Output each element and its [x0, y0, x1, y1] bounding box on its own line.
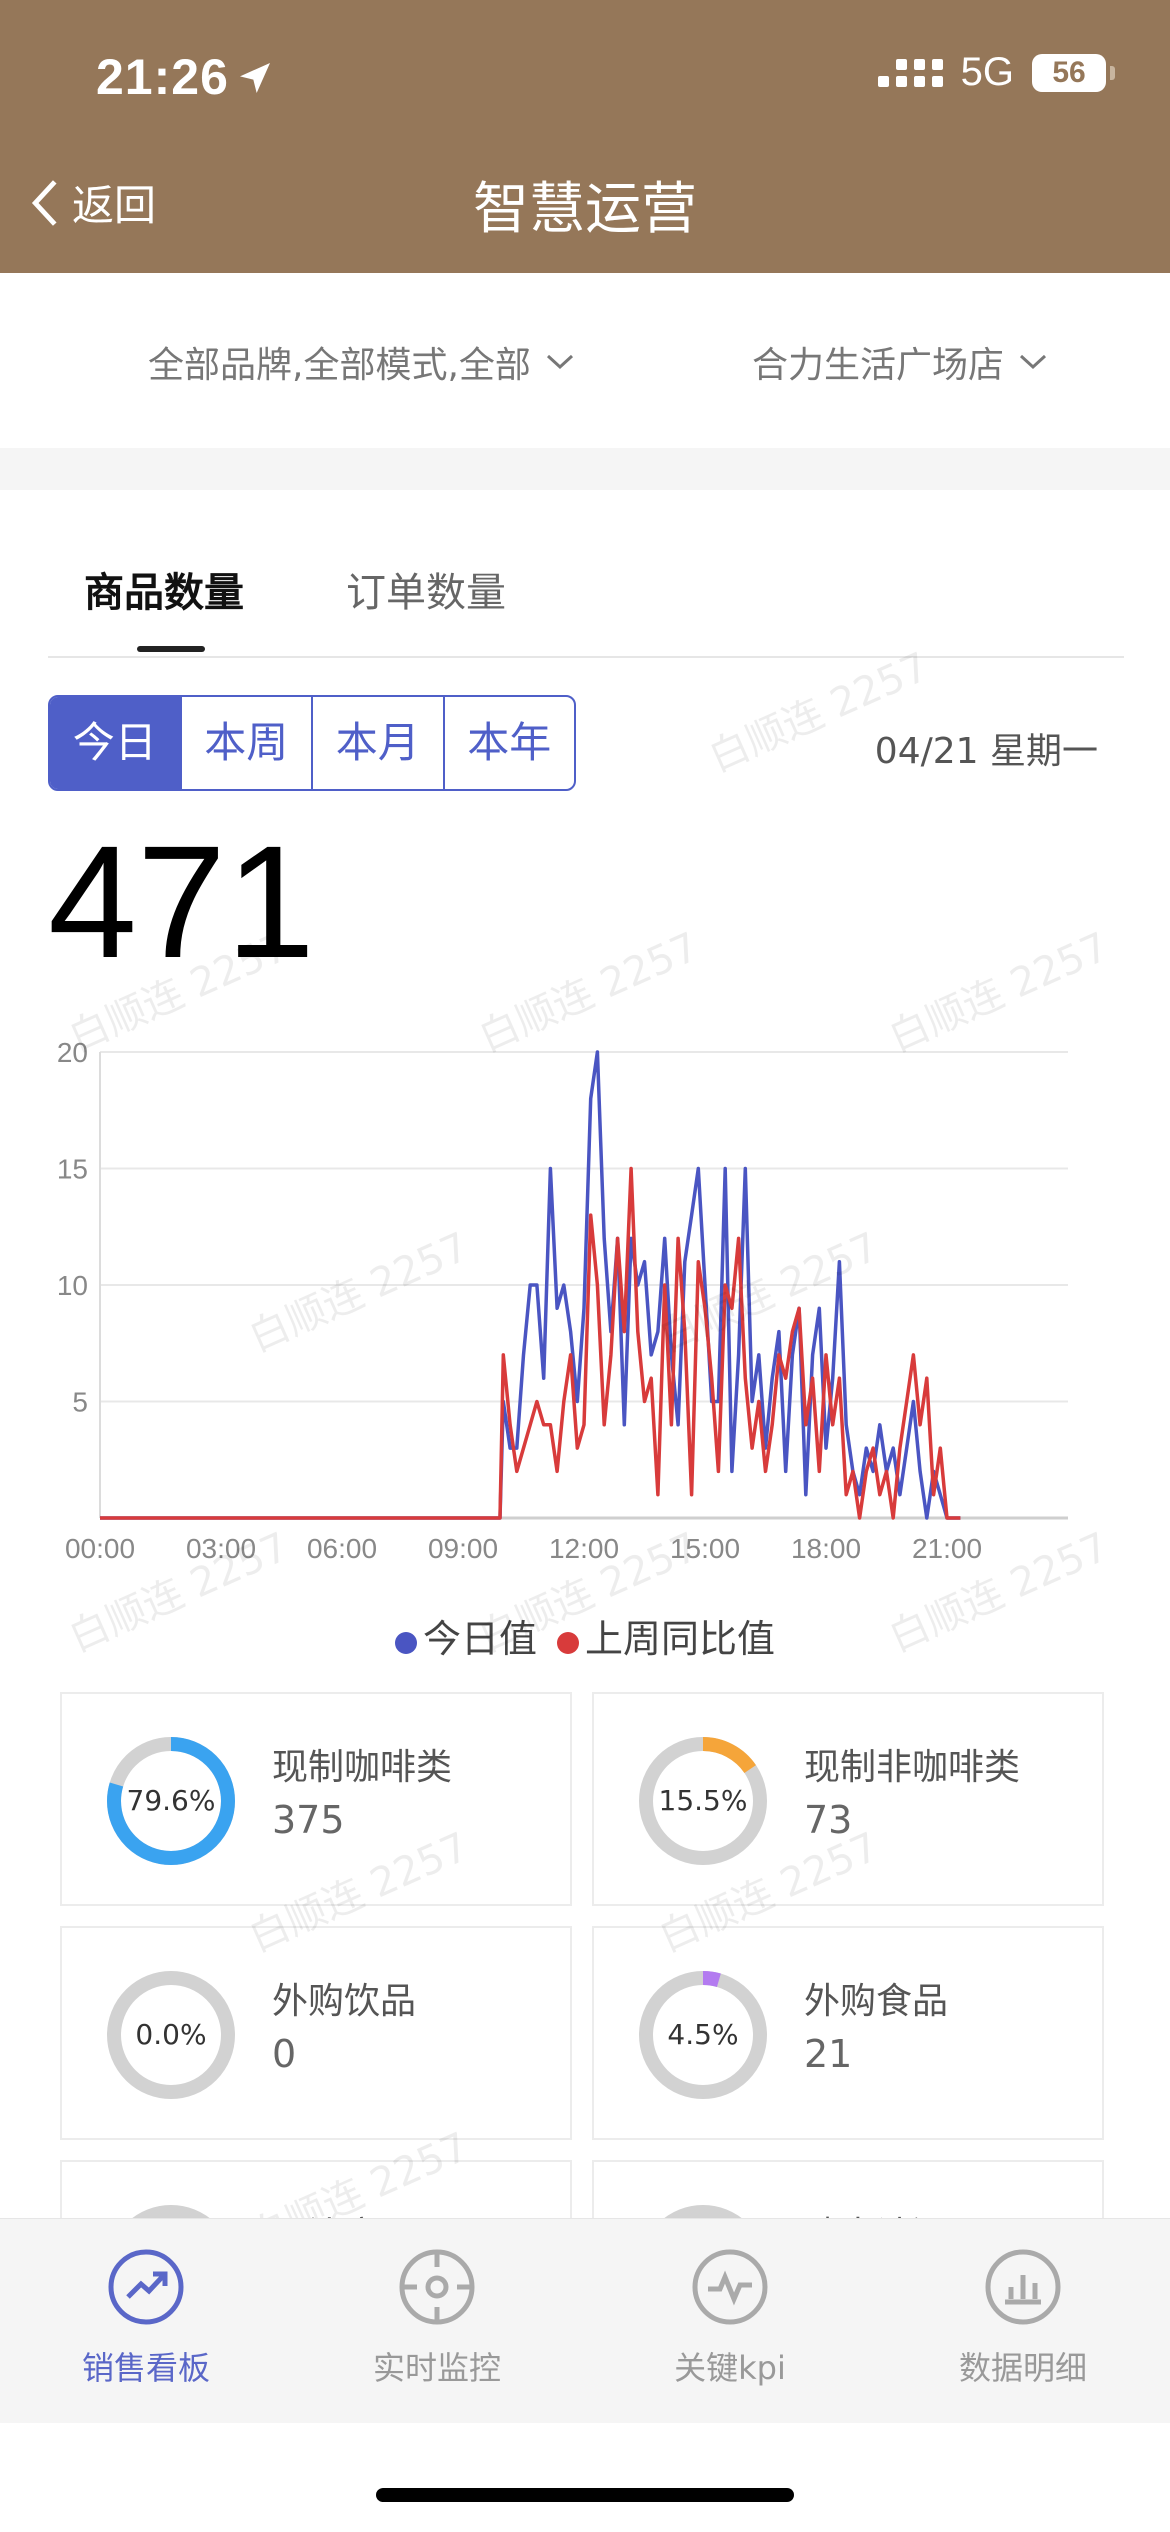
bottom-navigation: 销售看板 实时监控 关键kpi 数据明细 — [0, 2218, 1170, 2423]
series-line-last-week — [100, 1166, 961, 1520]
brand-filter-dropdown[interactable]: 全部品牌,全部模式,全部 — [148, 336, 575, 388]
chevron-down-icon — [546, 354, 573, 370]
period-month[interactable]: 本月 — [311, 697, 443, 789]
y-tick-label: 10 — [57, 1270, 88, 1301]
back-label: 返回 — [72, 181, 157, 230]
store-filter-dropdown[interactable]: 合力生活广场店 — [752, 336, 1048, 388]
category-count: 21 — [804, 2032, 853, 2076]
home-indicator — [376, 2488, 794, 2502]
page-title: 智慧运营 — [473, 177, 697, 242]
category-card[interactable]: 0.0% 外购饮品 0 — [60, 1926, 572, 2140]
chevron-down-icon — [1020, 354, 1047, 370]
category-card[interactable]: 15.5% 现制非咖啡类 73 — [592, 1692, 1104, 1906]
chart-legend: 今日值 上周同比值 — [0, 1608, 1170, 1663]
x-tick-label: 15:00 — [670, 1533, 740, 1564]
y-tick-label: 20 — [57, 1037, 88, 1068]
category-count: 0 — [272, 2032, 297, 2076]
x-tick-label: 09:00 — [428, 1533, 498, 1564]
category-name: 现制非咖啡类 — [804, 1747, 1021, 1788]
bar-chart-icon — [985, 2249, 1061, 2325]
x-tick-label: 00:00 — [65, 1533, 135, 1564]
category-percent: 0.0% — [135, 2018, 207, 2051]
total-value: 471 — [48, 812, 315, 991]
nav-key-kpi[interactable]: 关键kpi — [610, 2247, 850, 2389]
metric-tabs: 商品数量 订单数量 — [48, 560, 1124, 658]
category-name: 现制咖啡类 — [272, 1747, 453, 1788]
x-tick-label: 06:00 — [307, 1533, 377, 1564]
hourly-line-chart: 20 15 10 5 00:00 03:00 06:00 09:00 12:00 15:00 18:… — [57, 1037, 1068, 1564]
battery-icon: 56 — [1032, 53, 1115, 92]
section-divider — [0, 448, 1170, 490]
donut-chart — [107, 1971, 235, 2099]
store-filter-label: 合力生活广场店 — [752, 345, 1005, 386]
location-arrow-icon — [239, 63, 270, 93]
x-tick-label: 03:00 — [186, 1533, 256, 1564]
category-percent: 15.5% — [658, 1784, 748, 1817]
tab-product-count[interactable]: 商品数量 — [84, 570, 244, 616]
active-tab-indicator — [137, 646, 205, 652]
brand-filter-label: 全部品牌,全部模式,全部 — [148, 345, 531, 386]
category-percent: 4.5% — [667, 2018, 739, 2051]
category-name: 外购食品 — [804, 1981, 949, 2022]
legend-dot — [557, 1632, 580, 1654]
nav-label: 数据明细 — [958, 2349, 1087, 2387]
status-time: 21:26 — [96, 48, 275, 106]
x-tick-label: 12:00 — [549, 1533, 619, 1564]
signal-icon — [877, 58, 943, 87]
back-button[interactable]: 返回 — [28, 172, 156, 233]
donut-chart — [639, 1971, 767, 2099]
nav-realtime-monitor[interactable]: 实时监控 — [317, 2247, 557, 2389]
chevron-left-icon — [31, 179, 57, 226]
pulse-icon — [692, 2249, 768, 2325]
donut-chart — [639, 1737, 767, 1865]
category-count: 73 — [804, 1798, 853, 1842]
tab-order-count[interactable]: 订单数量 — [346, 570, 506, 616]
category-percent: 79.6% — [126, 1784, 216, 1817]
app-header: 21:26 5G 56 返回 智慧运营 — [0, 0, 1170, 273]
nav-data-details[interactable]: 数据明细 — [903, 2247, 1143, 2389]
nav-label: 实时监控 — [372, 2349, 501, 2387]
date-label: 04/21 星期一 — [874, 731, 1098, 772]
network-type: 5G — [960, 50, 1014, 94]
status-indicators: 5G 56 — [877, 50, 1115, 95]
legend-item-today[interactable]: 今日值 — [394, 1617, 537, 1661]
filter-bar: 全部品牌,全部模式,全部 合力生活广场店 — [0, 273, 1170, 448]
y-tick-label: 15 — [57, 1154, 88, 1185]
nav-sales-dashboard[interactable]: 销售看板 — [26, 2247, 266, 2389]
crosshair-icon — [399, 2249, 475, 2325]
category-name: 外购饮品 — [272, 1981, 417, 2022]
donut-chart — [107, 1737, 235, 1865]
category-card[interactable]: 79.6% 现制咖啡类 375 — [60, 1692, 572, 1906]
legend-dot — [394, 1632, 417, 1654]
legend-label: 上周同比值 — [585, 1617, 776, 1661]
series-line-today — [100, 1050, 961, 1520]
x-tick-label: 21:00 — [912, 1533, 982, 1564]
trend-chart-icon — [108, 2249, 184, 2325]
legend-label: 今日值 — [422, 1617, 537, 1661]
nav-label: 关键kpi — [674, 2349, 786, 2387]
legend-item-last-week[interactable]: 上周同比值 — [557, 1617, 775, 1661]
category-count: 375 — [272, 1798, 345, 1842]
nav-label: 销售看板 — [81, 2349, 210, 2387]
period-week[interactable]: 本周 — [179, 697, 312, 789]
period-today[interactable]: 今日 — [50, 697, 180, 789]
category-card[interactable]: 4.5% 外购食品 21 — [592, 1926, 1104, 2140]
period-selector: 今日 本周 本月 本年 — [48, 695, 576, 791]
period-year[interactable]: 本年 — [442, 697, 575, 789]
x-tick-label: 18:00 — [791, 1533, 861, 1564]
y-tick-label: 5 — [72, 1387, 88, 1418]
